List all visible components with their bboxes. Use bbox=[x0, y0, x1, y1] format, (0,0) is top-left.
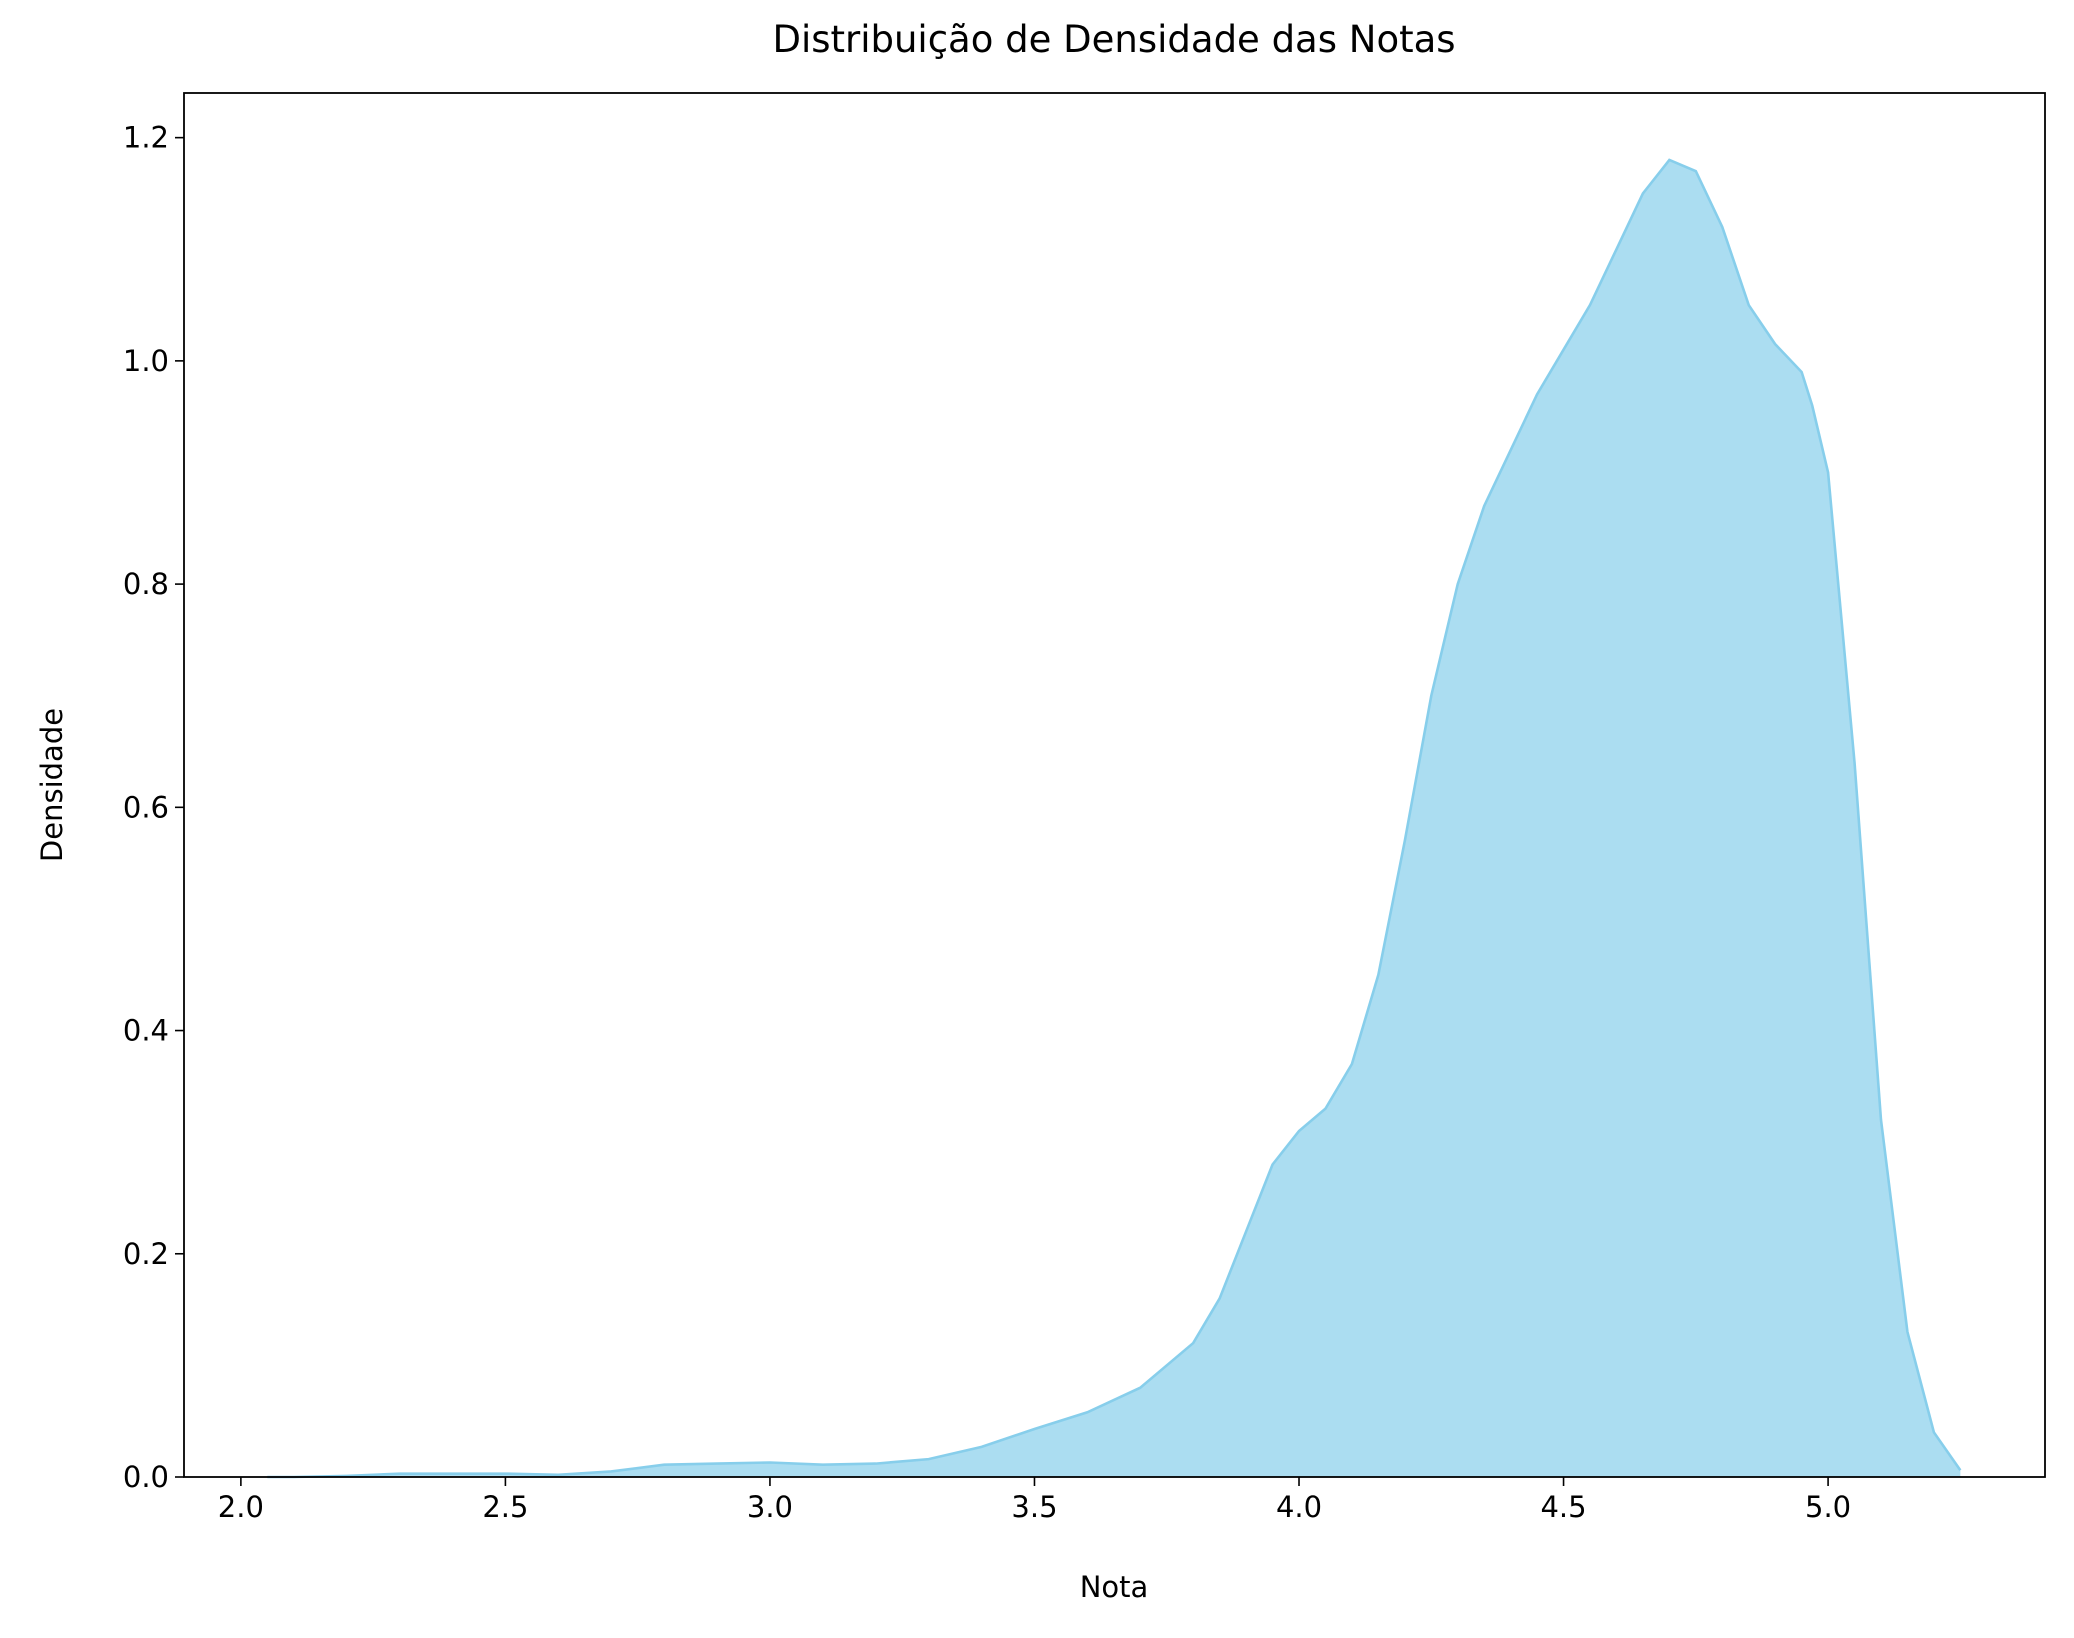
y-axis-label: Densidade bbox=[35, 708, 69, 862]
y-tick-label: 1.0 bbox=[123, 344, 169, 378]
x-axis-label: Nota bbox=[1080, 1570, 1149, 1604]
x-tick-label: 5.0 bbox=[1805, 1490, 1851, 1524]
x-tick-label: 4.0 bbox=[1276, 1490, 1322, 1524]
y-tick-label: 0.8 bbox=[123, 567, 169, 601]
x-tick-label: 2.0 bbox=[218, 1490, 264, 1524]
density-area bbox=[267, 159, 1961, 1478]
x-tick-label: 4.5 bbox=[1540, 1490, 1586, 1524]
chart-title: Distribuição de Densidade das Notas bbox=[772, 18, 1455, 61]
x-tick-label: 2.5 bbox=[482, 1490, 528, 1524]
y-tick-label: 1.2 bbox=[123, 121, 169, 155]
x-tick-label: 3.0 bbox=[747, 1490, 793, 1524]
y-tick-label: 0.0 bbox=[123, 1460, 169, 1494]
y-tick-label: 0.2 bbox=[123, 1237, 169, 1271]
density-line bbox=[267, 158, 1962, 1479]
plot-frame bbox=[183, 92, 2046, 1478]
x-tick-label: 3.5 bbox=[1011, 1490, 1057, 1524]
y-tick-label: 0.6 bbox=[123, 790, 169, 824]
y-tick-label: 0.4 bbox=[123, 1014, 169, 1048]
